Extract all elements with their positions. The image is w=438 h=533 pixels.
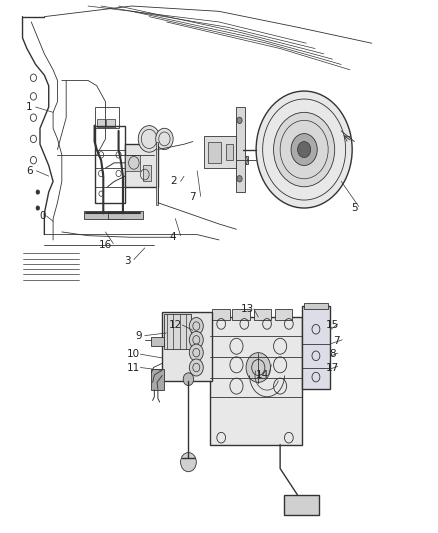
Bar (108, 211, 143, 219)
Bar (95, 107, 119, 128)
Circle shape (297, 142, 311, 158)
Bar (254, 309, 272, 320)
Text: 7: 7 (190, 192, 196, 203)
Bar (164, 314, 191, 349)
Circle shape (155, 128, 173, 150)
Text: 5: 5 (351, 203, 358, 213)
Circle shape (180, 453, 196, 472)
Circle shape (246, 353, 271, 382)
Bar (226, 144, 233, 160)
Circle shape (183, 373, 194, 385)
Bar (302, 306, 330, 389)
Bar (151, 368, 163, 390)
Circle shape (189, 359, 203, 376)
Circle shape (237, 175, 242, 182)
Text: 16: 16 (99, 240, 112, 250)
Bar (143, 165, 151, 181)
Bar (208, 142, 221, 163)
Text: 1: 1 (26, 102, 32, 112)
Text: 7: 7 (334, 336, 340, 346)
Circle shape (291, 134, 317, 165)
Text: 10: 10 (127, 349, 141, 359)
Bar (232, 309, 250, 320)
Bar (97, 119, 106, 127)
Bar (106, 119, 115, 127)
Bar (84, 211, 123, 219)
Bar (275, 309, 292, 320)
Text: 8: 8 (329, 349, 336, 359)
Text: 15: 15 (326, 320, 339, 330)
Bar (162, 312, 212, 381)
Bar (95, 126, 125, 203)
Text: 13: 13 (241, 304, 254, 314)
Text: 6: 6 (26, 166, 32, 176)
Circle shape (189, 318, 203, 335)
Bar (155, 142, 158, 205)
Circle shape (237, 117, 242, 124)
Bar (304, 303, 328, 309)
Circle shape (189, 344, 203, 361)
Bar (285, 495, 319, 515)
Text: 4: 4 (170, 232, 177, 243)
Bar (212, 309, 230, 320)
Text: 12: 12 (169, 320, 182, 330)
Bar (210, 317, 302, 445)
Text: 14: 14 (256, 370, 269, 381)
Text: 17: 17 (326, 362, 339, 373)
Text: 9: 9 (135, 330, 141, 341)
Bar (125, 155, 141, 171)
Circle shape (36, 190, 39, 194)
Circle shape (274, 112, 335, 187)
Text: 0: 0 (39, 211, 46, 221)
Circle shape (189, 332, 203, 349)
Bar (125, 144, 158, 187)
Bar (204, 136, 237, 168)
Bar (237, 107, 245, 192)
Bar (240, 156, 248, 165)
Text: 2: 2 (170, 176, 177, 187)
Text: 11: 11 (127, 362, 141, 373)
Circle shape (256, 91, 352, 208)
Circle shape (138, 126, 160, 152)
Circle shape (36, 206, 39, 210)
Text: 3: 3 (124, 256, 131, 266)
Bar (151, 337, 164, 346)
